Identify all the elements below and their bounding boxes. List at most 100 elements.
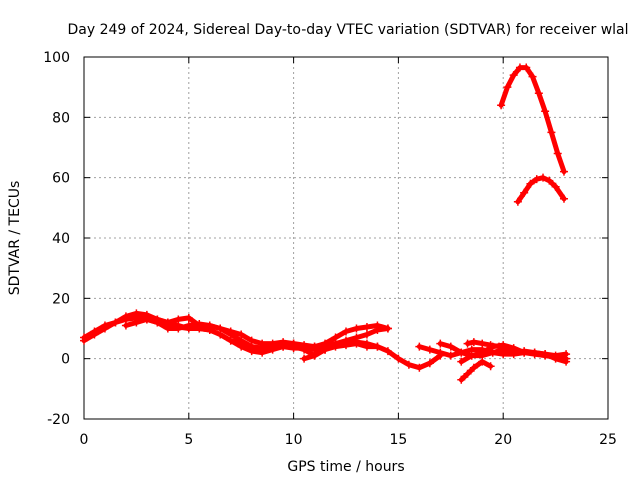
data-point xyxy=(463,339,472,348)
data-point xyxy=(425,345,434,354)
data-point xyxy=(300,354,309,363)
data-point xyxy=(486,341,495,350)
data-point xyxy=(352,333,361,342)
data-point xyxy=(513,197,522,206)
data-point xyxy=(247,336,256,345)
data-point xyxy=(532,175,541,184)
data-point xyxy=(436,339,445,348)
data-point xyxy=(310,351,319,360)
data-point xyxy=(362,342,371,351)
data-point xyxy=(153,318,162,327)
x-tick-label: 25 xyxy=(599,432,617,448)
data-point xyxy=(90,330,99,339)
data-point xyxy=(509,344,518,353)
data-point xyxy=(362,330,371,339)
data-point xyxy=(100,324,109,333)
series-points-track-12 xyxy=(513,173,568,206)
data-point xyxy=(352,324,361,333)
data-point xyxy=(404,360,413,369)
data-point xyxy=(289,342,298,351)
data-point xyxy=(237,330,246,339)
data-point xyxy=(545,176,554,185)
y-tick-label: 40 xyxy=(52,231,70,247)
data-point xyxy=(184,313,193,322)
data-point xyxy=(463,369,472,378)
y-tick-label: -20 xyxy=(47,412,70,428)
data-point xyxy=(247,347,256,356)
data-point xyxy=(436,348,445,357)
data-point xyxy=(503,83,512,92)
data-point xyxy=(457,375,466,384)
data-point xyxy=(534,89,543,98)
axis-ticks xyxy=(83,56,609,420)
data-point xyxy=(121,312,130,321)
x-tick-label: 5 xyxy=(184,432,193,448)
data-point xyxy=(541,350,550,359)
data-point xyxy=(383,324,392,333)
data-point xyxy=(486,362,495,371)
series-layer xyxy=(80,63,571,384)
data-point xyxy=(559,194,568,203)
data-point xyxy=(373,342,382,351)
data-point xyxy=(132,318,141,327)
data-point xyxy=(331,339,340,348)
series-points-track-9 xyxy=(457,357,495,384)
data-point xyxy=(383,347,392,356)
data-point xyxy=(446,342,455,351)
data-point xyxy=(268,345,277,354)
data-point xyxy=(547,128,556,137)
data-point xyxy=(216,330,225,339)
x-tick-label: 10 xyxy=(285,432,303,448)
x-tick-labels: 0 5 10 15 20 25 xyxy=(80,432,617,448)
y-tick-labels: -20 0 20 40 60 80 100 xyxy=(43,50,70,428)
data-point xyxy=(497,101,506,110)
data-point xyxy=(469,338,478,347)
data-point xyxy=(121,321,130,330)
data-point xyxy=(551,182,560,191)
data-point xyxy=(562,357,571,366)
data-point xyxy=(551,351,560,360)
data-point xyxy=(142,315,151,324)
data-point xyxy=(226,327,235,336)
data-point xyxy=(522,63,531,72)
data-point xyxy=(258,339,267,348)
data-point xyxy=(520,348,529,357)
data-point xyxy=(184,324,193,333)
data-point xyxy=(258,348,267,357)
data-point xyxy=(469,363,478,372)
data-point xyxy=(478,348,487,357)
data-point xyxy=(80,336,88,345)
x-tick-label: 0 xyxy=(80,432,89,448)
data-point xyxy=(321,345,330,354)
data-point xyxy=(300,345,309,354)
data-point xyxy=(362,322,371,331)
data-point xyxy=(174,315,183,324)
data-point xyxy=(526,179,535,188)
y-tick-label: 20 xyxy=(52,291,70,307)
data-point xyxy=(457,348,466,357)
grid xyxy=(84,57,608,419)
y-tick-label: 80 xyxy=(52,110,70,126)
x-tick-label: 15 xyxy=(389,432,407,448)
data-point xyxy=(195,324,204,333)
data-point xyxy=(541,107,550,116)
series-points-track-11 xyxy=(497,63,568,176)
series-line-track-9 xyxy=(458,359,494,383)
data-point xyxy=(478,339,487,348)
data-point xyxy=(132,309,141,318)
data-point xyxy=(509,71,518,80)
data-point xyxy=(553,149,562,158)
data-point xyxy=(237,342,246,351)
data-point xyxy=(425,359,434,368)
data-point xyxy=(415,363,424,372)
data-point xyxy=(559,167,568,176)
data-point xyxy=(342,336,350,345)
x-tick-label: 20 xyxy=(494,432,512,448)
data-point xyxy=(528,72,537,81)
data-point xyxy=(520,188,529,197)
data-point xyxy=(342,327,350,336)
data-point xyxy=(174,322,183,331)
data-point xyxy=(495,342,504,351)
y-axis-label: SDTVAR / TECUs xyxy=(7,181,23,296)
